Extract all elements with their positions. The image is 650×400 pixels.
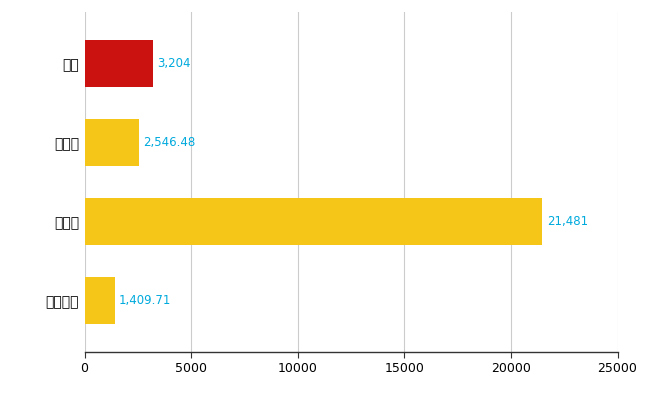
Bar (84, 277, 114, 324)
Text: 3,204: 3,204 (157, 57, 190, 70)
Bar (84, 119, 139, 166)
Text: 1,409.71: 1,409.71 (119, 294, 171, 307)
Text: 2,546.48: 2,546.48 (143, 136, 195, 149)
Bar (84, 198, 543, 245)
Text: 21,481: 21,481 (547, 215, 588, 228)
Bar (84, 40, 153, 87)
